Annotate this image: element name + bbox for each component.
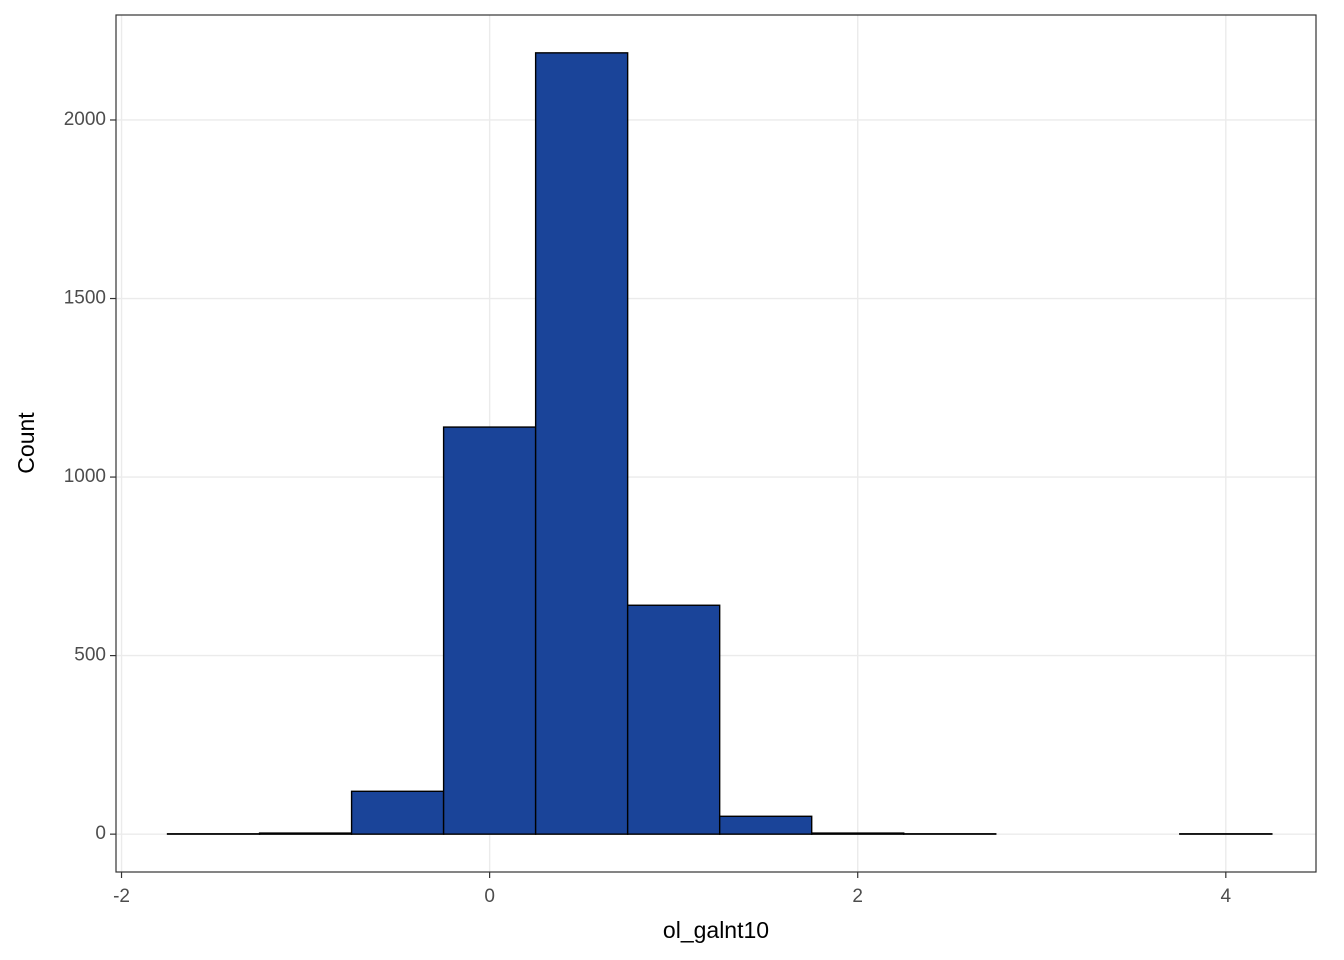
x-tick-label: 2 (852, 886, 863, 907)
bar (534, 52, 629, 835)
bar (258, 832, 353, 835)
bar (718, 815, 813, 835)
x-tick-label: 4 (1221, 886, 1232, 907)
y-tick-label: 1000 (64, 466, 106, 487)
bar (442, 426, 537, 835)
x-tick-label: -2 (113, 886, 130, 907)
x-axis-title: ol_galnt10 (663, 917, 769, 943)
bar (811, 832, 905, 835)
y-axis-title: Count (13, 412, 39, 474)
y-tick-label: 0 (95, 823, 106, 844)
bar (350, 790, 445, 835)
x-tick-label: 0 (484, 886, 495, 907)
y-tick-label: 2000 (64, 109, 106, 130)
bar (626, 604, 721, 835)
y-tick-label: 1500 (64, 288, 106, 309)
y-tick-label: 500 (74, 645, 106, 666)
panel-border (115, 14, 1317, 873)
